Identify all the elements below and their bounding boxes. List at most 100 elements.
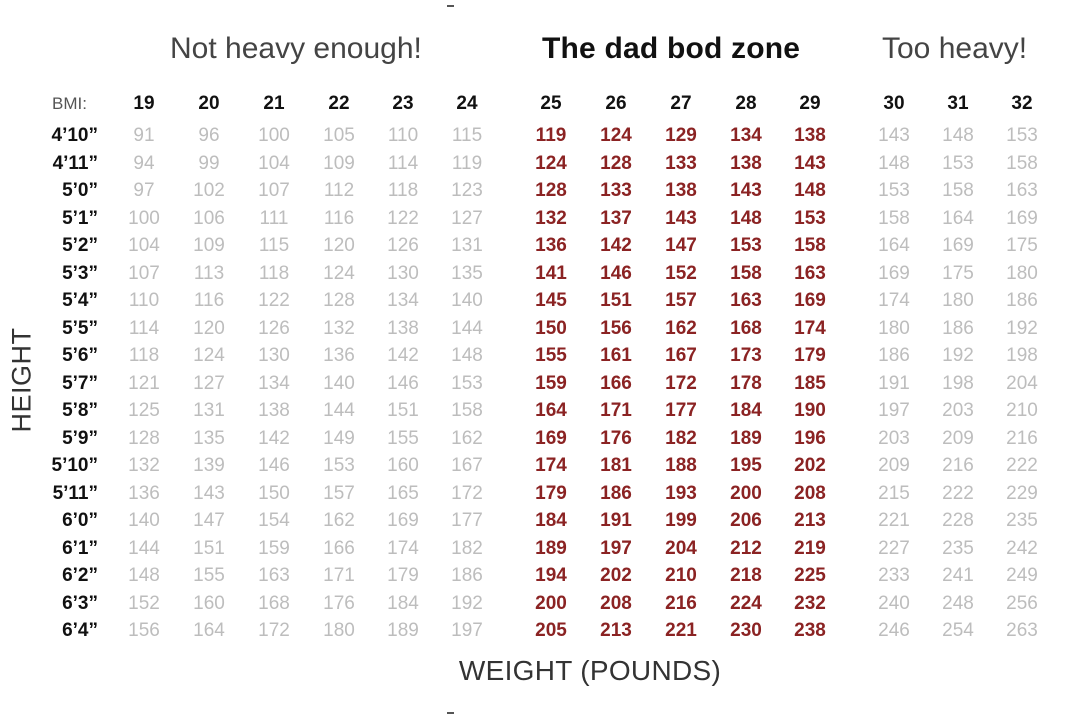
- weight-cell: 181: [600, 455, 632, 476]
- weight-cell: 202: [794, 455, 826, 476]
- weight-cell: 152: [665, 262, 697, 284]
- weight-cell: 124: [323, 262, 355, 284]
- weight-cell: 171: [600, 400, 632, 421]
- weight-cell: 191: [600, 510, 632, 531]
- weight-cell: 175: [942, 262, 974, 284]
- weight-cell: 182: [451, 537, 483, 559]
- weight-cell: 197: [878, 400, 910, 421]
- weight-cell: 176: [323, 592, 355, 614]
- weight-cell: 186: [1006, 290, 1038, 311]
- weight-cell: 209: [878, 455, 910, 476]
- weight-cell: 122: [258, 290, 290, 311]
- weight-cell: 116: [323, 207, 355, 229]
- bmi-column-header: 28: [735, 93, 757, 114]
- weight-cell: 142: [600, 235, 632, 256]
- weight-cell: 216: [942, 455, 974, 476]
- weight-cell: 230: [730, 620, 762, 641]
- weight-cell: 213: [794, 510, 826, 531]
- weight-cell: 163: [1006, 180, 1038, 201]
- weight-cell: 118: [258, 262, 290, 284]
- weight-cell: 128: [323, 290, 355, 311]
- weight-cell: 157: [323, 482, 355, 504]
- weight-cell: 118: [387, 180, 419, 201]
- weight-cell: 197: [451, 620, 483, 641]
- weight-cell: 186: [451, 565, 483, 586]
- weight-cell: 197: [600, 537, 632, 559]
- zone-title-dad-bod: The dad bod zone: [542, 32, 801, 65]
- weight-cell: 169: [1006, 207, 1038, 229]
- weight-cell: 189: [535, 537, 567, 559]
- weight-cell: 143: [665, 207, 697, 229]
- weight-cell: 162: [665, 317, 697, 339]
- weight-cell: 136: [323, 345, 355, 366]
- weight-cell: 235: [942, 537, 974, 559]
- weight-cell: 162: [451, 427, 483, 449]
- weight-cell: 206: [730, 510, 762, 531]
- weight-cell: 136: [535, 235, 567, 256]
- weight-cell: 132: [128, 455, 160, 476]
- weight-cell: 110: [128, 290, 160, 311]
- weight-cell: 138: [665, 180, 697, 201]
- weight-cell: 156: [128, 620, 160, 641]
- height-row-label: 5’0”: [62, 180, 98, 201]
- weight-cell: 161: [600, 345, 632, 366]
- weight-cell: 164: [942, 207, 974, 229]
- weight-cell: 131: [451, 235, 483, 256]
- weight-cell: 192: [451, 592, 483, 614]
- weight-cell: 148: [942, 125, 974, 146]
- weight-cell: 171: [323, 565, 355, 586]
- weight-cell: 203: [942, 400, 974, 421]
- weight-cell: 147: [665, 235, 697, 256]
- weight-cell: 140: [128, 510, 160, 531]
- height-row-label: 5’9”: [62, 427, 98, 449]
- weight-cell: 173: [730, 345, 762, 366]
- weight-cell: 132: [535, 207, 567, 229]
- weight-cell: 235: [1006, 510, 1038, 531]
- weight-cell: 199: [665, 510, 697, 531]
- weight-cell: 179: [794, 345, 826, 366]
- weight-cell: 175: [1006, 235, 1038, 256]
- weight-cell: 142: [258, 427, 290, 449]
- weight-cell: 106: [193, 207, 225, 229]
- weight-cell: 177: [451, 510, 483, 531]
- zone-title-under: Not heavy enough!: [170, 32, 422, 65]
- bmi-column-header: 19: [133, 93, 155, 114]
- weight-cell: 216: [665, 592, 697, 614]
- weight-cell: 146: [258, 455, 290, 476]
- weight-cell: 153: [730, 235, 762, 256]
- weight-cell: 149: [323, 427, 355, 449]
- weight-cell: 138: [794, 125, 826, 146]
- height-row-label: 6’2”: [62, 565, 98, 586]
- weight-cell: 100: [258, 125, 290, 146]
- height-row-label: 4’10”: [51, 125, 98, 146]
- weight-cell: 128: [600, 152, 632, 174]
- weight-cell: 148: [128, 565, 160, 586]
- weight-cell: 186: [878, 345, 910, 366]
- weight-cell: 168: [730, 317, 762, 339]
- weight-cell: 169: [387, 510, 419, 531]
- weight-cell: 125: [128, 400, 160, 421]
- weight-cell: 233: [878, 565, 910, 586]
- weight-cell: 110: [387, 125, 419, 146]
- weight-cell: 120: [193, 317, 225, 339]
- weight-cell: 153: [794, 207, 826, 229]
- weight-cell: 213: [600, 620, 632, 641]
- weight-cell: 174: [387, 537, 419, 559]
- x-axis-title: WEIGHT (POUNDS): [458, 655, 722, 686]
- weight-cell: 221: [665, 620, 697, 641]
- weight-cell: 208: [600, 592, 632, 614]
- weight-cell: 109: [323, 152, 355, 174]
- weight-cell: 128: [128, 427, 160, 449]
- weight-cell: 129: [665, 125, 697, 146]
- weight-cell: 203: [878, 427, 910, 449]
- weight-cell: 184: [387, 592, 419, 614]
- weight-cell: 158: [942, 180, 974, 201]
- height-row-label: 5’2”: [62, 235, 98, 256]
- weight-cell: 139: [193, 455, 225, 476]
- weight-cell: 172: [665, 372, 697, 394]
- weight-cell: 102: [193, 180, 225, 201]
- weight-cell: 160: [193, 592, 225, 614]
- weight-cell: 140: [323, 372, 355, 394]
- weight-cell: 113: [193, 262, 225, 284]
- weight-cell: 130: [387, 262, 419, 284]
